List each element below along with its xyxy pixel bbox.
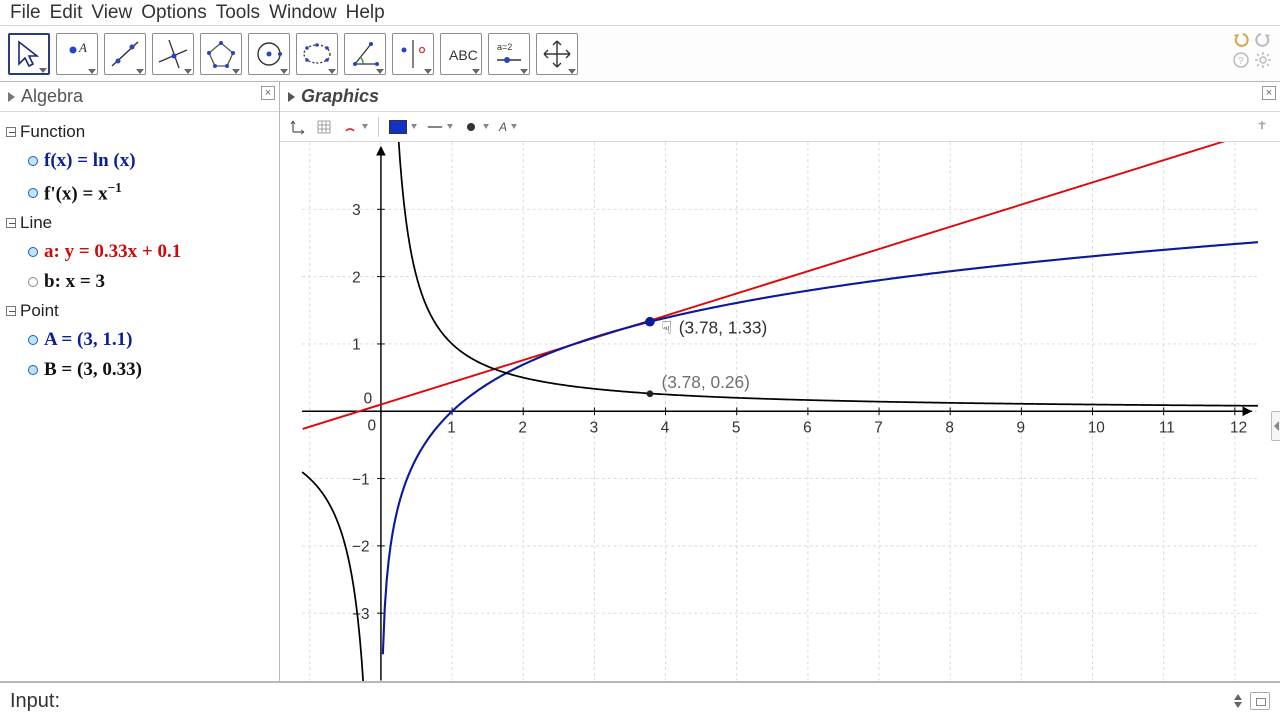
tool-polygon[interactable] xyxy=(200,33,242,75)
menu-edit[interactable]: Edit xyxy=(46,2,87,24)
svg-text:−2: −2 xyxy=(352,539,370,556)
pin-icon[interactable] xyxy=(1254,119,1270,135)
svg-text:ABC: ABC xyxy=(449,47,478,63)
category-function[interactable]: Function xyxy=(4,118,275,146)
menu-options[interactable]: Options xyxy=(137,2,210,24)
snap-icon[interactable] xyxy=(342,119,368,135)
algebra-tree: Function f(x) = ln (x) f'(x) = x−1 Line … xyxy=(0,112,279,681)
graphics-view[interactable]: 0123456789101112−3−2−10123☟(3.78, 1.33)(… xyxy=(280,142,1280,681)
keyboard-icon[interactable] xyxy=(1250,692,1270,710)
label-style-picker[interactable]: A xyxy=(499,120,517,134)
graphics-title: Graphics xyxy=(301,86,379,107)
toolbar-corner-icons: ? xyxy=(1232,30,1272,69)
item-point-a[interactable]: A = (3, 1.1) xyxy=(4,325,275,355)
close-icon[interactable]: × xyxy=(1262,86,1276,100)
svg-text:3: 3 xyxy=(590,419,599,436)
axes-toggle-icon[interactable] xyxy=(290,119,306,135)
svg-text:−1: −1 xyxy=(352,471,370,488)
visibility-dot-icon[interactable] xyxy=(28,188,38,198)
graphics-title-bar[interactable]: Graphics × xyxy=(280,82,1280,112)
algebra-title-bar[interactable]: Algebra × xyxy=(0,82,279,112)
visibility-dot-icon[interactable] xyxy=(28,247,38,257)
menu-bar: File Edit View Options Tools Window Help xyxy=(0,0,1280,26)
menu-view[interactable]: View xyxy=(87,2,136,24)
tool-perpendicular[interactable] xyxy=(152,33,194,75)
svg-text:0: 0 xyxy=(364,391,373,408)
tool-circle[interactable] xyxy=(248,33,290,75)
svg-text:?: ? xyxy=(1238,56,1244,67)
tool-translate[interactable] xyxy=(536,33,578,75)
svg-text:11: 11 xyxy=(1159,419,1175,436)
visibility-dot-icon[interactable] xyxy=(28,365,38,375)
algebra-title: Algebra xyxy=(21,86,83,107)
graphics-panel: Graphics × A 0123456789101112−3−2−10123☟… xyxy=(280,82,1280,681)
item-point-b[interactable]: B = (3, 0.33) xyxy=(4,355,275,385)
tool-conic[interactable] xyxy=(296,33,338,75)
undo-icon[interactable] xyxy=(1232,30,1250,48)
svg-text:0: 0 xyxy=(367,418,376,435)
tool-point[interactable]: A xyxy=(56,33,98,75)
svg-text:2: 2 xyxy=(518,419,527,436)
menu-help[interactable]: Help xyxy=(342,2,389,24)
menu-tools[interactable]: Tools xyxy=(212,2,264,24)
line-style-picker[interactable] xyxy=(427,119,453,135)
history-stepper[interactable] xyxy=(1234,694,1242,708)
svg-text:(3.78, 1.33): (3.78, 1.33) xyxy=(679,317,767,337)
svg-text:5: 5 xyxy=(732,419,741,436)
item-fprime[interactable]: f'(x) = x−1 xyxy=(4,176,275,209)
collapse-icon[interactable] xyxy=(288,92,295,102)
svg-text:10: 10 xyxy=(1088,419,1105,436)
input-field[interactable] xyxy=(68,688,1226,714)
svg-text:1: 1 xyxy=(447,419,456,436)
menu-file[interactable]: File xyxy=(6,2,45,24)
main-split: Algebra × Function f(x) = ln (x) f'(x) =… xyxy=(0,82,1280,682)
side-handle-icon[interactable] xyxy=(1271,411,1280,441)
tool-reflect[interactable] xyxy=(392,33,434,75)
visibility-dot-icon[interactable] xyxy=(28,156,38,166)
item-line-b[interactable]: b: x = 3 xyxy=(4,267,275,297)
svg-text:☟: ☟ xyxy=(661,317,672,337)
svg-text:3: 3 xyxy=(352,202,361,219)
svg-text:9: 9 xyxy=(1017,419,1026,436)
visibility-dot-icon[interactable] xyxy=(28,335,38,345)
input-bar: Input: xyxy=(0,682,1280,720)
svg-text:a=2: a=2 xyxy=(497,42,512,52)
category-point[interactable]: Point xyxy=(4,297,275,325)
tool-line[interactable] xyxy=(104,33,146,75)
svg-text:−3: −3 xyxy=(352,606,370,623)
plot-canvas[interactable]: 0123456789101112−3−2−10123☟(3.78, 1.33)(… xyxy=(280,142,1280,681)
algebra-panel: Algebra × Function f(x) = ln (x) f'(x) =… xyxy=(0,82,280,681)
item-fx[interactable]: f(x) = ln (x) xyxy=(4,146,275,176)
point-style-picker[interactable] xyxy=(463,119,489,135)
svg-text:A: A xyxy=(78,40,87,55)
svg-text:4: 4 xyxy=(661,419,670,436)
input-label: Input: xyxy=(10,690,60,713)
graphics-style-bar: A xyxy=(280,112,1280,142)
settings-icon[interactable] xyxy=(1254,51,1272,69)
category-line[interactable]: Line xyxy=(4,209,275,237)
svg-text:1: 1 xyxy=(352,337,361,354)
item-line-a[interactable]: a: y = 0.33x + 0.1 xyxy=(4,237,275,267)
tool-slider[interactable]: a=2 xyxy=(488,33,530,75)
close-icon[interactable]: × xyxy=(261,86,275,100)
tool-angle[interactable] xyxy=(344,33,386,75)
tool-text[interactable]: ABC xyxy=(440,33,482,75)
help-icon[interactable]: ? xyxy=(1232,51,1250,69)
redo-icon[interactable] xyxy=(1254,30,1272,48)
color-picker[interactable] xyxy=(389,120,417,134)
grid-toggle-icon[interactable] xyxy=(316,119,332,135)
svg-text:12: 12 xyxy=(1230,419,1247,436)
svg-text:6: 6 xyxy=(803,419,812,436)
menu-window[interactable]: Window xyxy=(265,2,341,24)
svg-text:8: 8 xyxy=(945,419,954,436)
tool-move[interactable] xyxy=(8,33,50,75)
svg-text:2: 2 xyxy=(352,269,361,286)
svg-text:7: 7 xyxy=(874,419,883,436)
svg-text:(3.78, 0.26): (3.78, 0.26) xyxy=(661,372,749,392)
collapse-icon[interactable] xyxy=(8,92,15,102)
visibility-dot-icon[interactable] xyxy=(28,277,38,287)
tool-bar: A ABC a=2 ? xyxy=(0,26,1280,82)
